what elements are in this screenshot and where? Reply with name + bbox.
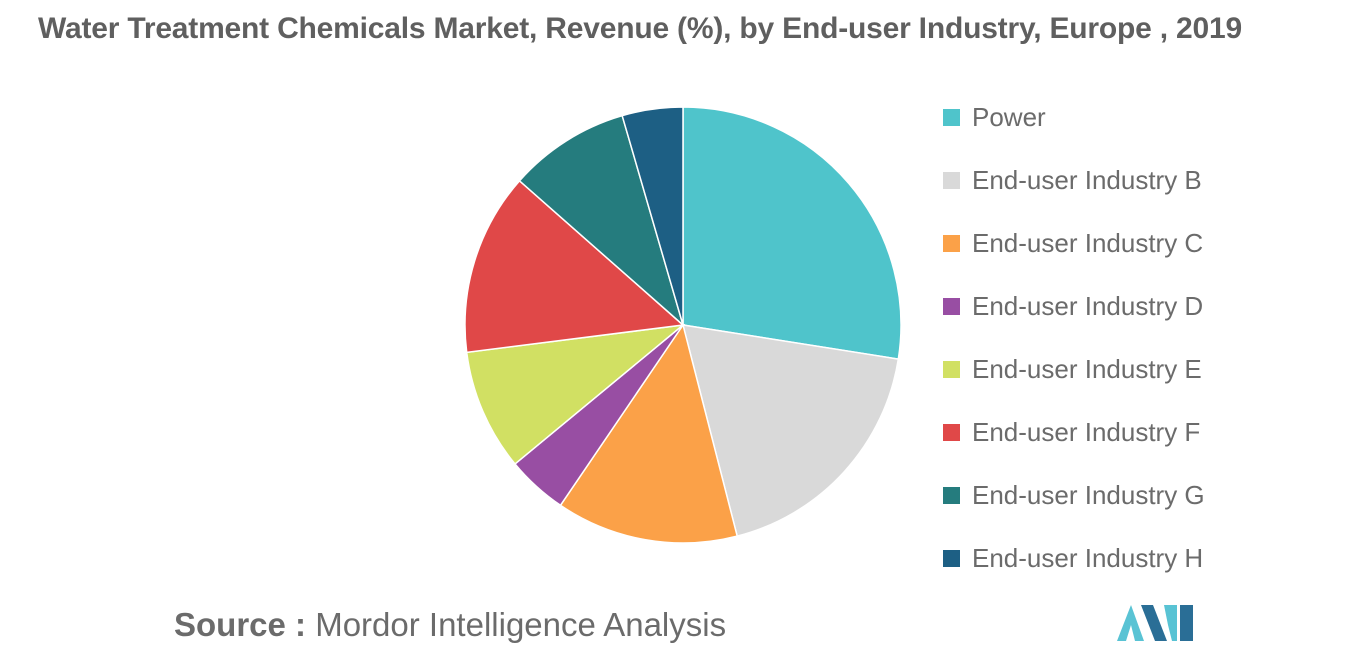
legend-swatch <box>943 424 960 441</box>
source-text: Mordor Intelligence Analysis <box>315 606 727 643</box>
source-prefix: Source : <box>174 606 307 643</box>
legend-label: End-user Industry E <box>972 354 1202 384</box>
pie-slice-1 <box>682 106 902 360</box>
logo-right-shape <box>1164 605 1177 641</box>
source-note: Source : Mordor Intelligence Analysis <box>174 606 726 644</box>
legend-label: End-user Industry F <box>972 417 1201 447</box>
legend-item-6: End-user Industry F <box>943 401 1205 464</box>
legend-swatch <box>943 235 960 252</box>
pie-slice-7 <box>518 114 685 328</box>
legend-item-1: Power <box>943 86 1205 149</box>
legend-item-5: End-user Industry E <box>943 338 1205 401</box>
legend-label: End-user Industry B <box>972 165 1202 195</box>
legend-item-7: End-user Industry G <box>943 464 1205 527</box>
legend-swatch <box>943 298 960 315</box>
legend-label: End-user Industry C <box>972 228 1204 258</box>
legend-label: End-user Industry G <box>972 480 1205 510</box>
legend-swatch <box>943 487 960 504</box>
logo-left-shape <box>1117 605 1144 641</box>
legend-item-4: End-user Industry D <box>943 275 1205 338</box>
legend-swatch <box>943 361 960 378</box>
legend-label: End-user Industry H <box>972 543 1204 573</box>
legend-item-8: End-user Industry H <box>943 527 1205 590</box>
chart-title: Water Treatment Chemicals Market, Revenu… <box>38 12 1242 45</box>
pie-slice-6 <box>464 179 685 354</box>
legend-item-3: End-user Industry C <box>943 212 1205 275</box>
logo-middle-shape <box>1141 605 1167 641</box>
legend-swatch <box>943 550 960 567</box>
pie-slice-5 <box>465 323 686 466</box>
legend-swatch <box>943 109 960 126</box>
pie-slice-3 <box>559 323 739 544</box>
legend-label: End-user Industry D <box>972 291 1204 321</box>
legend-label: Power <box>972 102 1046 132</box>
logo-bar-shape <box>1180 605 1193 641</box>
pie-slice-2 <box>681 324 900 538</box>
mordor-logo-icon <box>1117 605 1193 641</box>
legend-item-2: End-user Industry B <box>943 149 1205 212</box>
pie-slice-8 <box>621 106 684 326</box>
legend-swatch <box>943 172 960 189</box>
chart-legend: Power End-user Industry B End-user Industr… <box>943 86 1205 590</box>
